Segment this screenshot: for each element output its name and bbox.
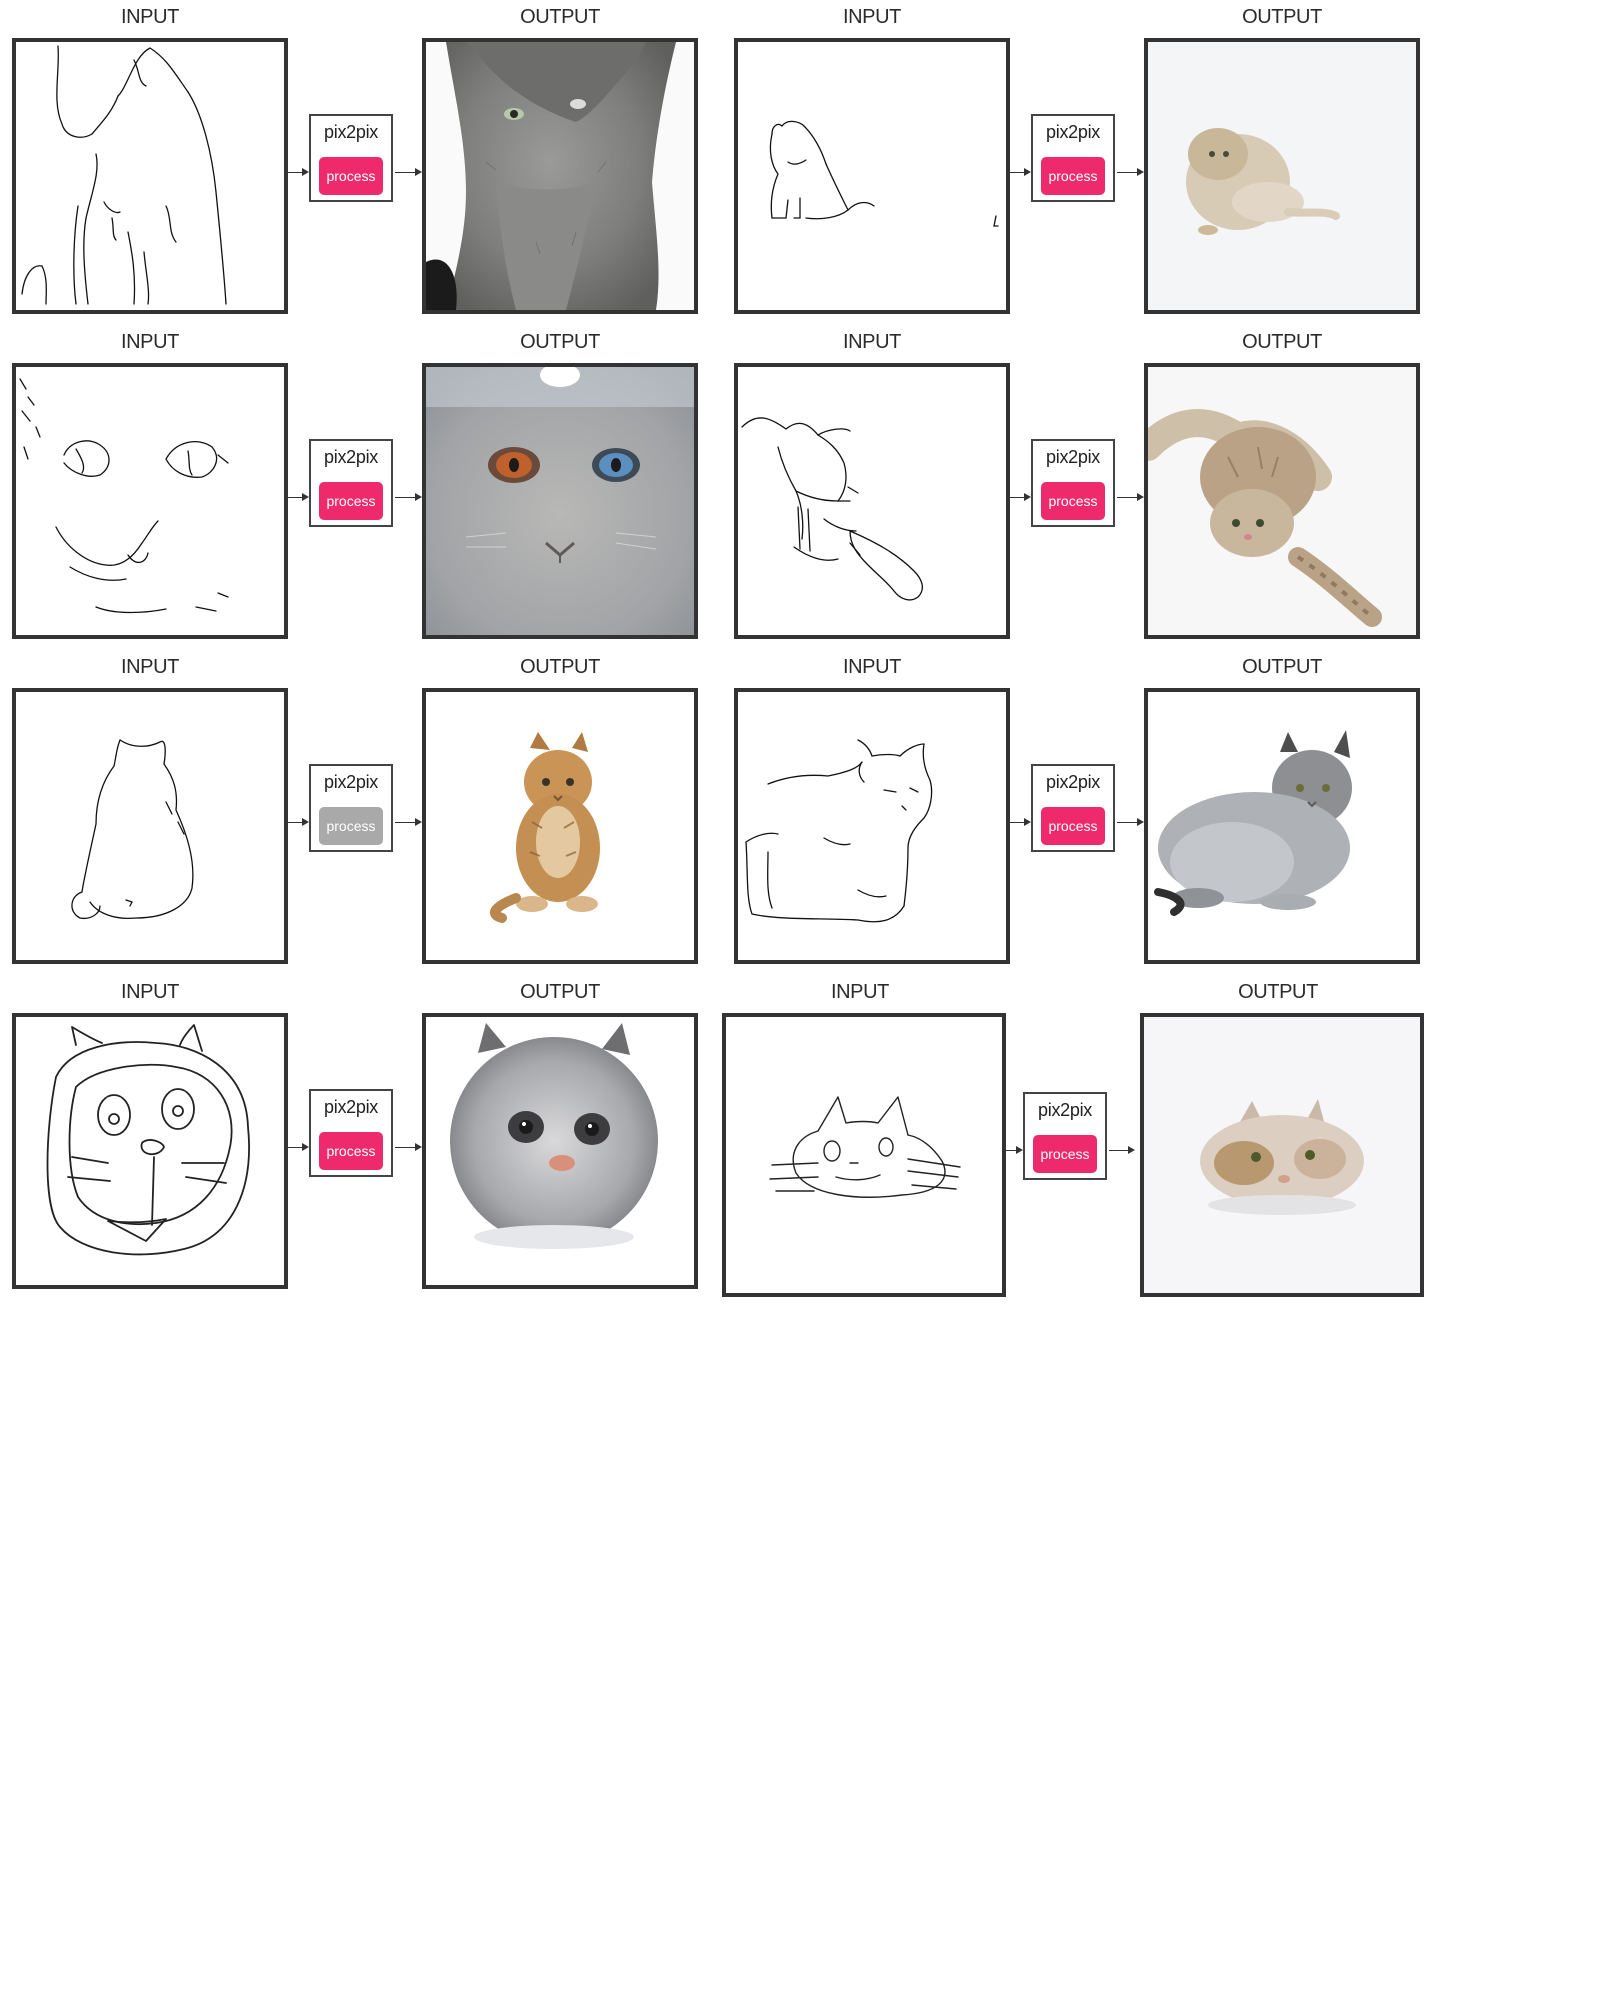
output-label: OUTPUT [1242, 656, 1322, 678]
cat-image-blurry-face [1144, 1017, 1420, 1293]
demo-panel-1: INPUT OUTPUT [0, 0, 725, 325]
input-canvas[interactable] [734, 38, 1010, 314]
input-label: INPUT [842, 6, 901, 28]
input-label: INPUT [120, 331, 179, 353]
arrow-to-output [1117, 818, 1144, 826]
input-label: INPUT [830, 981, 889, 1003]
cat-image-tabby-kitten [1148, 367, 1416, 635]
model-title: pix2pix [324, 447, 378, 467]
model-title: pix2pix [1038, 1100, 1092, 1120]
arrow-to-model [1010, 493, 1031, 501]
input-label: INPUT [842, 656, 901, 678]
output-label: OUTPUT [1242, 6, 1322, 28]
demo-panel-4: INPUT OUTPUT [722, 325, 1447, 650]
arrow-to-model [288, 493, 309, 501]
input-label: INPUT [120, 656, 179, 678]
output-label: OUTPUT [1238, 981, 1318, 1003]
cat-image-gray-closeup [426, 42, 694, 310]
demo-panel-7: INPUT OUTPUT [0, 975, 725, 1300]
process-button[interactable]: process [1041, 807, 1105, 845]
pix2pix-model-box: pix2pix process [1031, 114, 1115, 202]
input-canvas[interactable] [12, 38, 288, 314]
pix2pix-model-box: pix2pix process [1031, 764, 1115, 852]
pix2pix-model-box: pix2pix process [309, 764, 393, 852]
arrow-to-output [395, 1143, 422, 1151]
output-label: OUTPUT [1242, 331, 1322, 353]
input-sketch [71, 739, 194, 920]
output-label: OUTPUT [520, 656, 600, 678]
arrow-to-output [1117, 493, 1144, 501]
input-sketch [19, 378, 229, 614]
input-canvas[interactable] [722, 1013, 1006, 1297]
cat-image-small-fluffy [1148, 42, 1416, 310]
arrow-to-output [395, 818, 422, 826]
process-button[interactable]: process [1041, 157, 1105, 195]
cat-image-heterochromia-face [426, 367, 694, 635]
arrow-to-output [1109, 1146, 1135, 1154]
input-canvas[interactable] [734, 688, 1010, 964]
process-button[interactable]: process [319, 482, 383, 520]
arrow-to-model [288, 818, 309, 826]
model-title: pix2pix [1046, 447, 1100, 467]
arrow-to-output [395, 168, 422, 176]
arrow-to-model [288, 1143, 309, 1151]
demo-panel-8: INPUT OUTPUT pix2pix process [707, 975, 1432, 1300]
output-image [1144, 688, 1420, 964]
cat-image-round-gray [426, 1017, 694, 1285]
pix2pix-model-box: pix2pix process [309, 1089, 393, 1177]
output-image [422, 363, 698, 639]
demo-panel-5: INPUT OUTPUT pix2pix process [0, 650, 725, 975]
input-sketch [769, 1096, 961, 1198]
output-image [422, 688, 698, 964]
input-sketch [46, 1024, 250, 1256]
model-title: pix2pix [324, 122, 378, 142]
output-label: OUTPUT [520, 6, 600, 28]
process-button[interactable]: process [319, 157, 383, 195]
input-canvas[interactable] [734, 363, 1010, 639]
input-sketch [741, 417, 924, 601]
model-title: pix2pix [324, 772, 378, 792]
input-canvas[interactable] [12, 688, 288, 964]
cat-image-orange-kitten [426, 692, 694, 960]
output-label: OUTPUT [520, 331, 600, 353]
input-label: INPUT [120, 6, 179, 28]
process-button-disabled[interactable]: process [319, 807, 383, 845]
demo-panel-2: INPUT OUTPUT pix2pix process [722, 0, 1447, 325]
input-sketch [769, 120, 999, 227]
arrow-to-model [1010, 818, 1031, 826]
pix2pix-model-box: pix2pix process [1031, 439, 1115, 527]
output-image [422, 38, 698, 314]
process-button[interactable]: process [1033, 1135, 1097, 1173]
demo-panel-3: INPUT OUTPUT [0, 325, 725, 650]
pix2pix-model-box: pix2pix process [309, 114, 393, 202]
arrow-to-output [395, 493, 422, 501]
cat-image-gray-lying [1148, 692, 1416, 960]
model-title: pix2pix [1046, 122, 1100, 142]
arrow-to-model [288, 168, 309, 176]
output-image [1144, 38, 1420, 314]
arrow-to-model [1002, 1146, 1023, 1154]
process-button[interactable]: process [319, 1132, 383, 1170]
output-image [422, 1013, 698, 1289]
input-canvas[interactable] [12, 363, 288, 639]
input-label: INPUT [842, 331, 901, 353]
pix2pix-model-box: pix2pix process [309, 439, 393, 527]
output-image [1144, 363, 1420, 639]
output-image [1140, 1013, 1424, 1297]
model-title: pix2pix [1046, 772, 1100, 792]
output-label: OUTPUT [520, 981, 600, 1003]
arrow-to-output [1117, 168, 1144, 176]
input-sketch [745, 739, 933, 923]
input-canvas[interactable] [12, 1013, 288, 1289]
input-label: INPUT [120, 981, 179, 1003]
demo-panel-6: INPUT OUTPUT [722, 650, 1447, 975]
pix2pix-model-box: pix2pix process [1023, 1092, 1107, 1180]
arrow-to-model [1010, 168, 1031, 176]
model-title: pix2pix [324, 1097, 378, 1117]
process-button[interactable]: process [1041, 482, 1105, 520]
input-sketch [21, 45, 227, 305]
